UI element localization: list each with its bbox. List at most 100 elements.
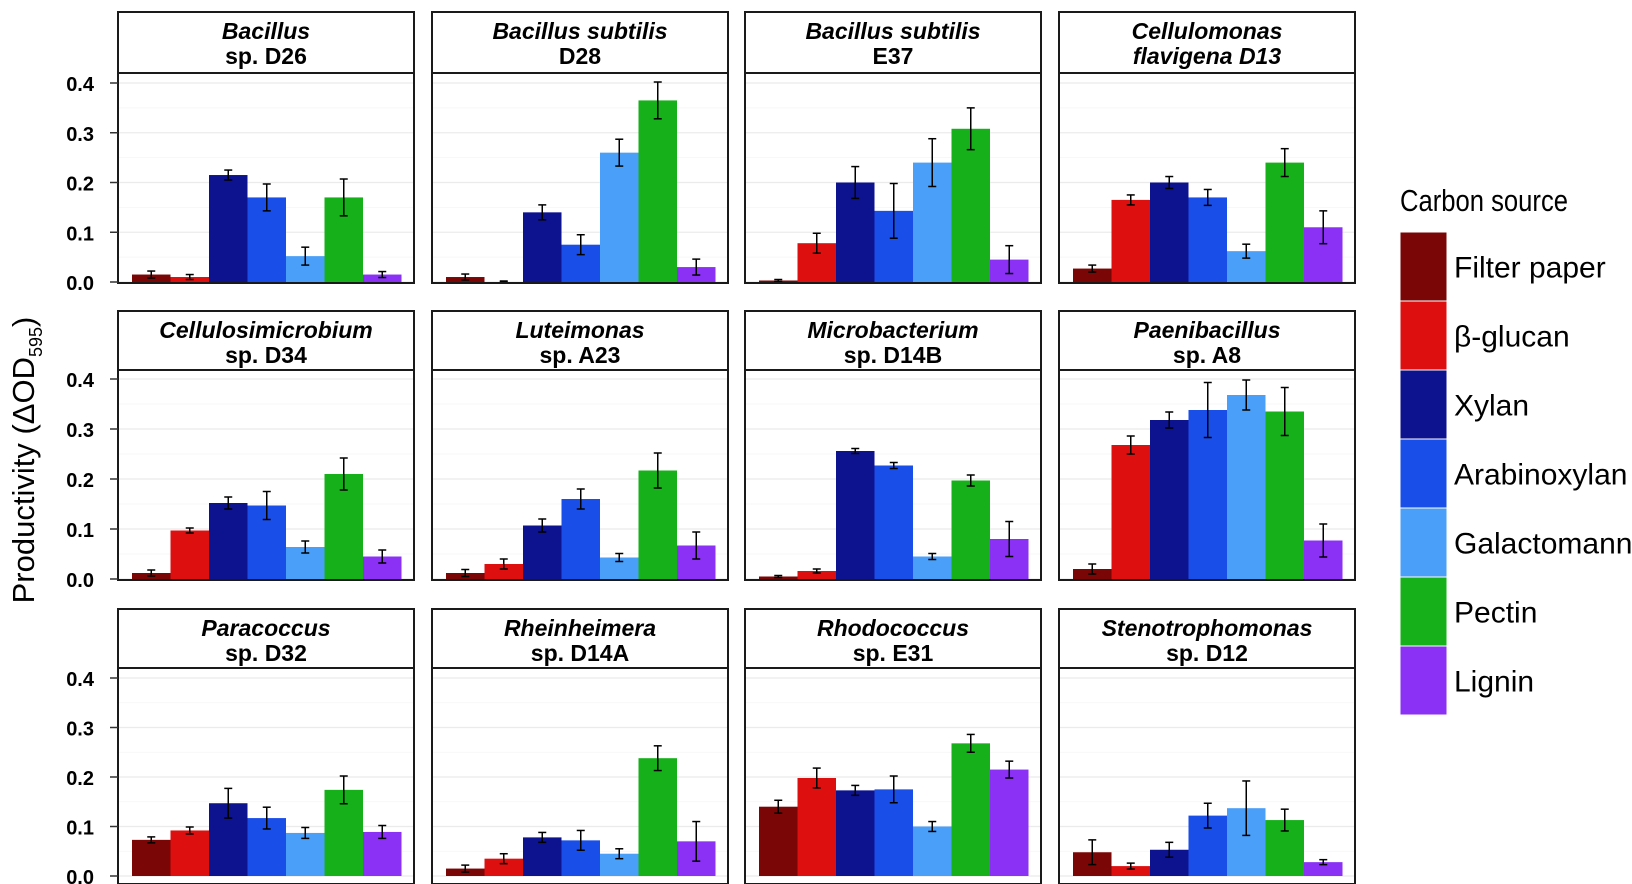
bar (209, 175, 248, 282)
strip-box (744, 11, 1042, 74)
bar (170, 530, 209, 579)
bar (363, 556, 402, 579)
bar (170, 830, 209, 876)
y-tick-label: 0.4 (66, 74, 95, 96)
strip-title-line2: sp. D14B (844, 342, 942, 368)
bar (836, 790, 875, 876)
legend-label: Filter paper (1454, 252, 1606, 285)
strip-box (744, 310, 1042, 371)
y-tick-label: 0.1 (66, 818, 94, 840)
strip-box (1058, 11, 1356, 74)
y-tick-label: 0.3 (66, 719, 94, 741)
bar (1073, 268, 1112, 282)
y-axis-label-subscript: 595 (26, 327, 46, 357)
bar (286, 832, 325, 876)
legend-key (1399, 231, 1448, 302)
bar (1150, 420, 1189, 579)
legend-key (1399, 300, 1448, 371)
strip-title-line2: sp. D14A (531, 640, 629, 666)
y-tick-label: 0.0 (66, 570, 94, 592)
legend-label: β-glucan (1454, 321, 1570, 354)
legend-label: Lignin (1454, 666, 1534, 699)
y-tick-label: 0.1 (66, 223, 94, 245)
bar (484, 564, 523, 579)
bar (797, 571, 836, 579)
strip-title-line2: sp. D34 (225, 342, 307, 368)
legend-label: Arabinoxylan (1454, 459, 1627, 492)
bar (951, 480, 990, 579)
bar (836, 451, 875, 579)
bar (484, 858, 523, 876)
bar (797, 777, 836, 876)
y-tick-label: 0.0 (66, 273, 94, 295)
bar (363, 831, 402, 876)
legend-key (1399, 438, 1448, 509)
strip-box (431, 310, 729, 371)
bar (523, 837, 562, 876)
legend-label: Galactomannan (1454, 528, 1632, 561)
bar (759, 806, 798, 876)
bar (913, 826, 952, 876)
strip-title-line1: Bacillus subtilis (805, 18, 980, 44)
strip-title-line1: Bacillus (222, 18, 310, 44)
y-tick-label: 0.3 (66, 124, 94, 146)
strip-title-line2: sp. A8 (1173, 342, 1241, 368)
strip-title-line1: Cellulomonas (1132, 18, 1283, 44)
bar (1265, 162, 1304, 282)
y-tick-label: 0.2 (66, 470, 94, 492)
bar (1304, 862, 1343, 876)
strip-title-line1: Cellulosimicrobium (159, 317, 372, 343)
strip-title-line2: E37 (873, 43, 914, 69)
bar (638, 758, 677, 876)
strip-title-line1: Microbacterium (807, 317, 978, 343)
legend: Carbon source Filter paper β-glucan Xylan A… (1399, 183, 1632, 716)
strip-title-line1: Stenotrophomonas (1102, 615, 1313, 641)
strip-box (1058, 310, 1356, 371)
strip-title-line2: sp. D12 (1166, 640, 1248, 666)
strip-title-line2: D28 (559, 43, 601, 69)
bar (990, 769, 1029, 876)
bar (523, 212, 562, 282)
bar (951, 743, 990, 876)
y-tick-label: 0.3 (66, 420, 94, 442)
bar (600, 853, 639, 876)
strip-box (431, 11, 729, 74)
strip-title-line1: Paenibacillus (1133, 317, 1280, 343)
strip-box (117, 608, 415, 669)
legend-key (1399, 576, 1448, 647)
bar (209, 503, 248, 579)
strip-box (117, 11, 415, 74)
bar (1111, 866, 1150, 876)
strip-box (744, 608, 1042, 669)
legend-key (1399, 369, 1448, 440)
legend-key (1399, 645, 1448, 716)
bar (1111, 445, 1150, 579)
legend-title: Carbon source (1400, 183, 1568, 218)
y-axis-label: Productivity (ΔOD595) (6, 317, 46, 604)
legend-label: Xylan (1454, 390, 1529, 423)
bar (1111, 199, 1150, 282)
strip-box (431, 608, 729, 669)
bar (600, 152, 639, 282)
bar (874, 465, 913, 579)
bar (1265, 411, 1304, 579)
strip-box (1058, 608, 1356, 669)
y-axis-label-main: Productivity (ΔOD (6, 357, 41, 603)
strip-title-line2: sp. D26 (225, 43, 307, 69)
strip-box (117, 310, 415, 371)
bar (951, 128, 990, 282)
strip-title-line2: sp. E31 (853, 640, 934, 666)
y-tick-label: 0.2 (66, 174, 94, 196)
strip-title-line1: Luteimonas (515, 317, 644, 343)
